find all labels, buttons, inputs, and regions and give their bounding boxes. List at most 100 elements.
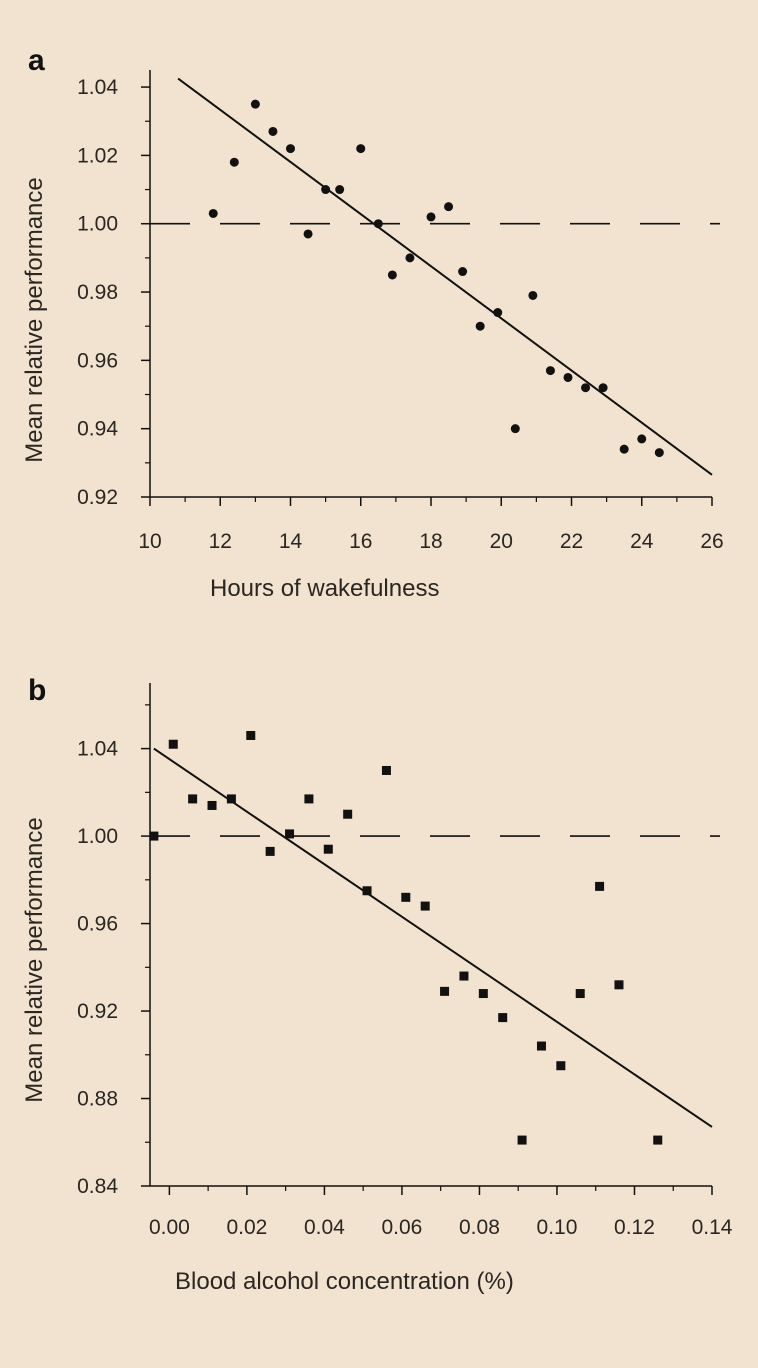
- chart-b-data-point: [323, 844, 333, 854]
- chart-b-data-point: [285, 829, 295, 839]
- chart-b-data-point: [381, 765, 391, 775]
- chart-a-data-point: [208, 208, 218, 218]
- panel-b-x-axis-title: Blood alcohol concentration (%): [175, 1268, 514, 1295]
- chart-a-data-point: [619, 444, 629, 454]
- chart-a-data-point: [654, 448, 664, 458]
- chart-a-x-tick-label: 16: [349, 530, 372, 553]
- chart-a-data-point: [286, 144, 295, 154]
- chart-a-data-point: [426, 212, 436, 222]
- chart-b-data-point: [246, 730, 256, 740]
- chart-a-y-tick-label: 0.96: [77, 349, 118, 372]
- chart-a-data-point: [321, 185, 331, 195]
- panel-b-chart: b Blood alcohol concentration (%) Mean r…: [21, 674, 733, 1295]
- chart-b-data-point: [556, 1061, 566, 1071]
- chart-a-data-point: [373, 219, 383, 229]
- panel-b-points-layer: [149, 730, 663, 1145]
- chart-b-data-point: [498, 1013, 508, 1023]
- chart-b-x-tick-label: 0.12: [614, 1216, 655, 1239]
- chart-b-y-tick-label: 0.88: [77, 1088, 118, 1111]
- chart-b-x-tick-label: 0.10: [537, 1216, 578, 1239]
- chart-a-data-point: [335, 185, 345, 195]
- chart-b-data-point: [362, 886, 372, 896]
- panel-a-label: a: [28, 44, 45, 77]
- chart-a-data-point: [444, 202, 454, 212]
- panel-a-y-axis-title: Mean relative performance: [21, 177, 48, 462]
- chart-a-data-point: [528, 290, 538, 300]
- chart-a-x-tick-label: 26: [700, 530, 723, 553]
- panel-a-x-axis-title: Hours of wakefulness: [210, 575, 439, 602]
- chart-a-data-point: [637, 434, 647, 444]
- chart-a-data-point: [303, 229, 313, 239]
- chart-a-x-tick-label: 12: [209, 530, 232, 553]
- chart-b-fit-line: [153, 747, 713, 1128]
- chart-b-data-point: [188, 794, 198, 804]
- panel-b-y-axis-title: Mean relative performance: [21, 817, 48, 1102]
- chart-a-y-tick-label: 1.00: [77, 213, 118, 236]
- chart-a-data-point: [229, 157, 239, 167]
- chart-b-y-tick-label: 1.04: [77, 738, 118, 761]
- panel-a-points-layer: [208, 99, 664, 458]
- panel-a-chart: a Hours of wakefulness Mean relative per…: [21, 44, 724, 602]
- chart-a-data-point: [493, 308, 503, 318]
- chart-b-data-point: [304, 794, 314, 804]
- chart-b-x-tick-label: 0.14: [692, 1216, 733, 1239]
- chart-a-data-point: [387, 270, 397, 280]
- chart-a-data-point: [250, 99, 260, 109]
- panel-b-label: b: [28, 674, 46, 707]
- chart-a-data-point: [268, 126, 278, 136]
- chart-b-data-point: [595, 881, 605, 891]
- chart-b-data-point: [478, 989, 488, 999]
- chart-b-data-point: [265, 846, 275, 856]
- chart-b-data-point: [653, 1135, 663, 1145]
- chart-a-data-point: [356, 144, 366, 154]
- chart-b-x-tick-label: 0.06: [381, 1216, 422, 1239]
- chart-a-y-tick-label: 0.94: [77, 418, 118, 441]
- chart-b-x-tick-label: 0.00: [149, 1216, 190, 1239]
- chart-b-y-tick-label: 1.00: [77, 825, 118, 848]
- chart-b-x-tick-label: 0.02: [226, 1216, 267, 1239]
- chart-a-y-tick-label: 1.02: [77, 144, 118, 167]
- chart-b-data-point: [168, 739, 178, 749]
- chart-a-x-tick-label: 22: [560, 530, 583, 553]
- chart-a-data-point: [458, 267, 468, 277]
- chart-a-x-tick-label: 10: [138, 530, 161, 553]
- chart-a-data-point: [581, 383, 591, 393]
- chart-a-y-tick-label: 1.04: [77, 76, 118, 99]
- chart-a-data-point: [598, 383, 608, 393]
- panel-b-axes-layer: 0.00 0.02 0.04 0.06 0.08 0.10 0.12 0.14 0.84 0.88…: [77, 683, 733, 1239]
- panel-b-fit-line-layer: [153, 747, 713, 1128]
- chart-a-y-tick-label: 0.92: [77, 486, 118, 509]
- chart-b-data-point: [149, 831, 159, 841]
- chart-b-data-point: [420, 901, 430, 911]
- chart-b-data-point: [226, 794, 236, 804]
- chart-b-data-point: [440, 986, 450, 996]
- chart-b-y-tick-label: 0.96: [77, 913, 118, 936]
- chart-b-x-tick-label: 0.08: [459, 1216, 500, 1239]
- chart-b-data-point: [517, 1135, 527, 1145]
- chart-a-data-point: [475, 321, 485, 331]
- chart-a-data-point: [563, 372, 573, 382]
- chart-a-x-tick-label: 24: [630, 530, 654, 553]
- chart-b-data-point: [401, 892, 411, 902]
- chart-a-x-tick-label: 18: [419, 530, 442, 553]
- chart-b-data-point: [207, 800, 217, 810]
- chart-a-y-tick-label: 0.98: [77, 281, 118, 304]
- chart-a-data-point: [405, 253, 415, 263]
- chart-a-x-tick-label: 20: [490, 530, 513, 553]
- chart-b-data-point: [536, 1041, 546, 1051]
- chart-b-y-tick-label: 0.84: [77, 1175, 118, 1198]
- chart-a-data-point: [545, 366, 555, 376]
- chart-b-data-point: [614, 980, 624, 990]
- chart-a-fit-line: [177, 77, 713, 476]
- chart-b-y-tick-label: 0.92: [77, 1000, 118, 1023]
- panel-a-axes-layer: 10 12 14 16 18 20 22 24 26 0.92 0.94 0.96 0.98 1.00 1.…: [77, 70, 724, 553]
- chart-b-data-point: [343, 809, 353, 819]
- chart-b-x-tick-label: 0.04: [304, 1216, 345, 1239]
- panel-a-fit-line-layer: [177, 77, 713, 476]
- chart-b-data-point: [459, 971, 469, 981]
- chart-b-data-point: [575, 989, 585, 999]
- chart-a-data-point: [510, 424, 520, 434]
- chart-a-x-tick-label: 14: [279, 530, 303, 553]
